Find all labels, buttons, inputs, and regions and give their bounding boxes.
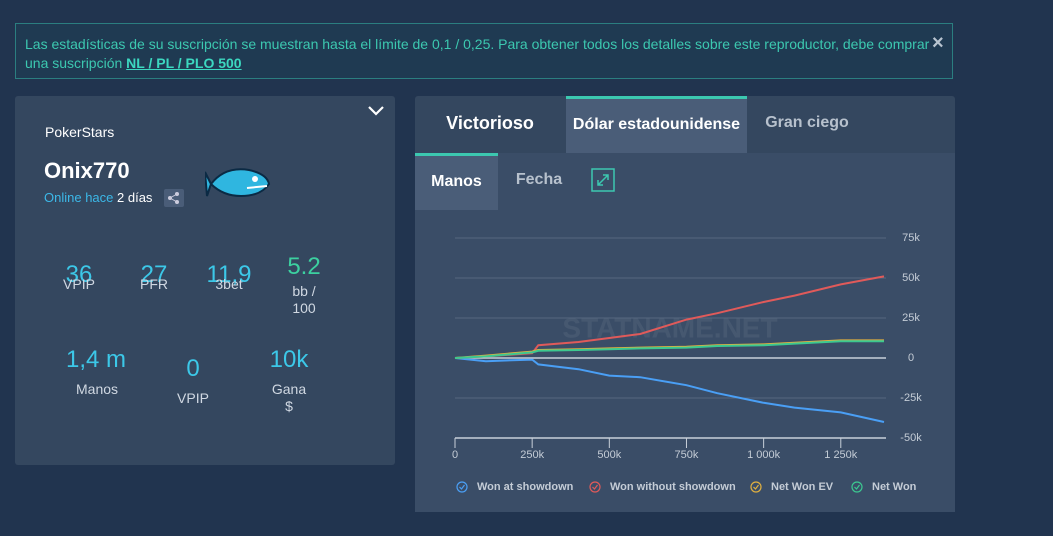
site-name: PokerStars: [45, 124, 115, 140]
legend-label[interactable]: Won without showdown: [610, 481, 736, 493]
stat-value: 10k: [269, 346, 309, 373]
status-ago: 2 días: [117, 190, 153, 205]
series-line: [454, 357, 885, 423]
x-tick-label: 500k: [597, 449, 621, 461]
banner-message: Las estadísticas de su suscripción se mu…: [25, 36, 930, 71]
watermark: STATNAME.NET: [562, 312, 777, 343]
graph-card: Victorioso Dólar estadounidense Gran ciego…: [415, 96, 955, 512]
banner-text: Las estadísticas de su suscripción se mu…: [25, 35, 940, 73]
stat-label: PFR: [140, 276, 168, 292]
collapse-chevron[interactable]: [367, 105, 385, 117]
y-tick-label: -25k: [900, 392, 922, 404]
stat-label: VPIP: [63, 276, 95, 292]
legend-label[interactable]: Won at showdown: [477, 481, 574, 493]
stat-value: 1,4 m: [65, 346, 127, 373]
subtab[interactable]: Fecha: [515, 171, 563, 188]
stat-label: Manos: [76, 381, 119, 397]
legend-check: [459, 484, 465, 490]
legend-check: [592, 484, 598, 490]
tab[interactable]: Dólar estadounidense: [566, 96, 747, 153]
status-text: Online hace: [44, 190, 114, 205]
banner-link[interactable]: NL / PL / PLO 500: [126, 55, 242, 71]
legend-check: [753, 484, 759, 490]
y-tick-label: -50k: [900, 432, 922, 444]
series-line: [454, 340, 884, 359]
y-tick-label: 25k: [902, 312, 920, 324]
share-button[interactable]: [164, 189, 184, 207]
subscription-banner: Las estadísticas de su suscripción se mu…: [15, 23, 953, 79]
y-tick-label: 0: [908, 352, 914, 364]
player-name: Onix770: [44, 158, 130, 183]
legend-icon: [456, 481, 468, 493]
x-tick-label: 750k: [675, 449, 699, 461]
stat-value: 11,9: [206, 261, 252, 288]
tab[interactable]: Gran ciego: [765, 114, 849, 131]
stat-value: 36: [65, 261, 93, 288]
stat-label: bb / 100: [292, 283, 316, 316]
stat-label: 3bet: [215, 276, 243, 292]
plot-panel: [415, 153, 955, 512]
x-tick-label: 1 250k: [824, 449, 858, 461]
online-status: Online hace 2 días: [44, 190, 152, 205]
x-tick-label: 0: [452, 449, 458, 461]
legend-icon: [589, 481, 601, 493]
x-tick-label: 250k: [520, 449, 544, 461]
stat-value: 27: [140, 261, 168, 288]
expand-button[interactable]: [591, 168, 615, 192]
legend-label[interactable]: Net Won EV: [771, 481, 834, 493]
legend-label[interactable]: Net Won: [872, 481, 917, 493]
y-tick-label: 75k: [902, 232, 920, 244]
fish-icon: [205, 168, 271, 198]
stat-value: 0: [186, 355, 200, 382]
subtab[interactable]: Manos: [415, 153, 498, 210]
legend-icon: [750, 481, 762, 493]
profile-card: PokerStars Onix770 Online hace 2 días 36…: [15, 96, 395, 465]
y-tick-label: 50k: [902, 272, 920, 284]
legend-icon: [851, 481, 863, 493]
stat-label: VPIP: [177, 390, 209, 406]
chart: STATNAME.NET 75k 50k 25k 0 -25k -50k 0 250k 500k 7…: [452, 232, 922, 493]
stat-value: 5.2: [287, 253, 321, 280]
legend-check: [854, 484, 860, 490]
stat-label: Gana $: [271, 381, 307, 414]
close-button[interactable]: ×: [932, 32, 944, 54]
x-tick-label: 1 000k: [747, 449, 781, 461]
tab[interactable]: Victorioso: [446, 113, 534, 133]
